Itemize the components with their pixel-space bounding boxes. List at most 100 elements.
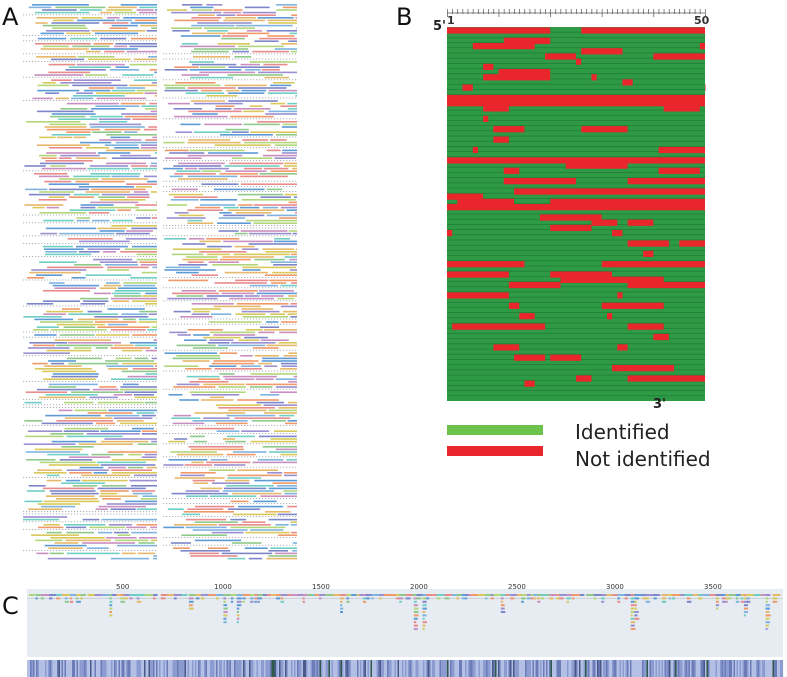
reference-dot	[77, 279, 79, 281]
reference-dot	[140, 100, 142, 101]
reference-dot	[271, 225, 273, 226]
aligned-read	[191, 50, 229, 53]
reference-dot	[277, 97, 279, 99]
reference-dot	[187, 466, 189, 468]
reference-dot	[265, 147, 267, 148]
density-stripe	[489, 660, 491, 677]
reference-dot	[229, 53, 231, 55]
reference-dot	[71, 53, 73, 55]
aligned-read	[223, 214, 265, 217]
reference-dot	[92, 355, 94, 356]
reference-dot	[238, 433, 240, 434]
reference-dot	[250, 53, 252, 55]
reference-dot	[262, 118, 264, 120]
reference-dot	[217, 433, 219, 434]
reference-dot	[181, 79, 183, 81]
aligned-read	[93, 43, 114, 45]
reference-dot	[190, 53, 192, 55]
reference-dot	[71, 35, 73, 36]
row-separator	[447, 78, 705, 80]
aligned-read	[244, 167, 262, 170]
reference-dot	[262, 79, 264, 81]
aligned-read	[284, 162, 297, 165]
density-stripe	[219, 660, 221, 677]
reference-dot	[169, 323, 171, 325]
aligned-read	[72, 485, 98, 487]
reference-dot	[77, 355, 79, 356]
reference-dot	[169, 433, 171, 434]
reference-dot	[137, 399, 139, 400]
peptide-feature	[537, 600, 541, 603]
reference-dot	[193, 235, 195, 237]
reference-dot	[163, 186, 165, 187]
reference-dot	[220, 180, 222, 182]
density-stripe	[123, 660, 125, 677]
density-stripe	[550, 660, 553, 677]
reference-dot	[56, 407, 58, 408]
reference-dot	[229, 287, 231, 289]
density-stripe	[552, 660, 554, 677]
reference-dot	[193, 53, 195, 55]
reference-dot	[253, 147, 255, 148]
reference-dot	[211, 456, 213, 458]
aligned-read	[209, 339, 234, 341]
aligned-read	[56, 344, 113, 347]
reference-dot	[59, 521, 61, 523]
reference-dot	[71, 256, 73, 257]
density-stripe	[471, 660, 473, 677]
reference-dot	[128, 214, 130, 216]
ruler-tick	[586, 9, 587, 14]
aligned-read	[144, 128, 157, 131]
aligned-read	[234, 56, 252, 58]
reference-dot	[250, 160, 252, 161]
aligned-read	[172, 422, 205, 425]
reference-dot	[101, 331, 103, 333]
reference-dot	[131, 407, 133, 408]
reference-dot	[283, 516, 285, 517]
aligned-read	[285, 422, 297, 425]
reference-dot	[140, 235, 142, 237]
reference-dot	[125, 100, 127, 101]
reference-dot	[232, 160, 234, 161]
reference-dot	[149, 355, 151, 356]
reference-dot	[44, 53, 46, 55]
reference-dot	[292, 53, 294, 55]
reference-dot	[65, 513, 67, 515]
reference-dot	[259, 443, 261, 445]
ruler-tick	[503, 9, 505, 14]
reference-dot	[205, 53, 207, 55]
density-stripe	[714, 660, 716, 677]
density-stripe	[708, 660, 710, 677]
reference-dot	[29, 529, 31, 530]
aligned-read	[107, 451, 157, 453]
row-separator	[447, 374, 705, 376]
reference-dot	[71, 404, 73, 406]
peptide-feature	[69, 597, 72, 600]
reference-dot	[172, 544, 174, 546]
density-stripe	[750, 660, 752, 677]
reference-dot	[232, 287, 234, 289]
reference-dot	[80, 477, 82, 478]
density-stripe	[198, 660, 200, 677]
density-stripe	[108, 660, 110, 677]
aligned-read	[199, 71, 255, 74]
reference-dot	[146, 336, 148, 338]
reference-dot	[89, 407, 91, 408]
reference-dot	[184, 433, 186, 434]
reference-dot	[292, 160, 294, 161]
reference-dot	[29, 425, 31, 426]
reference-dot	[199, 537, 201, 538]
peptide-feature	[530, 597, 534, 600]
aligned-read	[217, 222, 251, 224]
aligned-read	[199, 204, 236, 206]
aligned-read	[31, 534, 79, 536]
reference-dot	[256, 466, 258, 468]
aligned-read	[73, 193, 100, 196]
reference-dot	[29, 222, 31, 224]
reference-dot	[59, 336, 61, 338]
reference-dot	[268, 79, 270, 81]
density-stripe	[757, 660, 760, 677]
density-stripe	[621, 660, 623, 677]
aligned-read	[276, 134, 297, 136]
not-identified-segment	[643, 250, 654, 258]
